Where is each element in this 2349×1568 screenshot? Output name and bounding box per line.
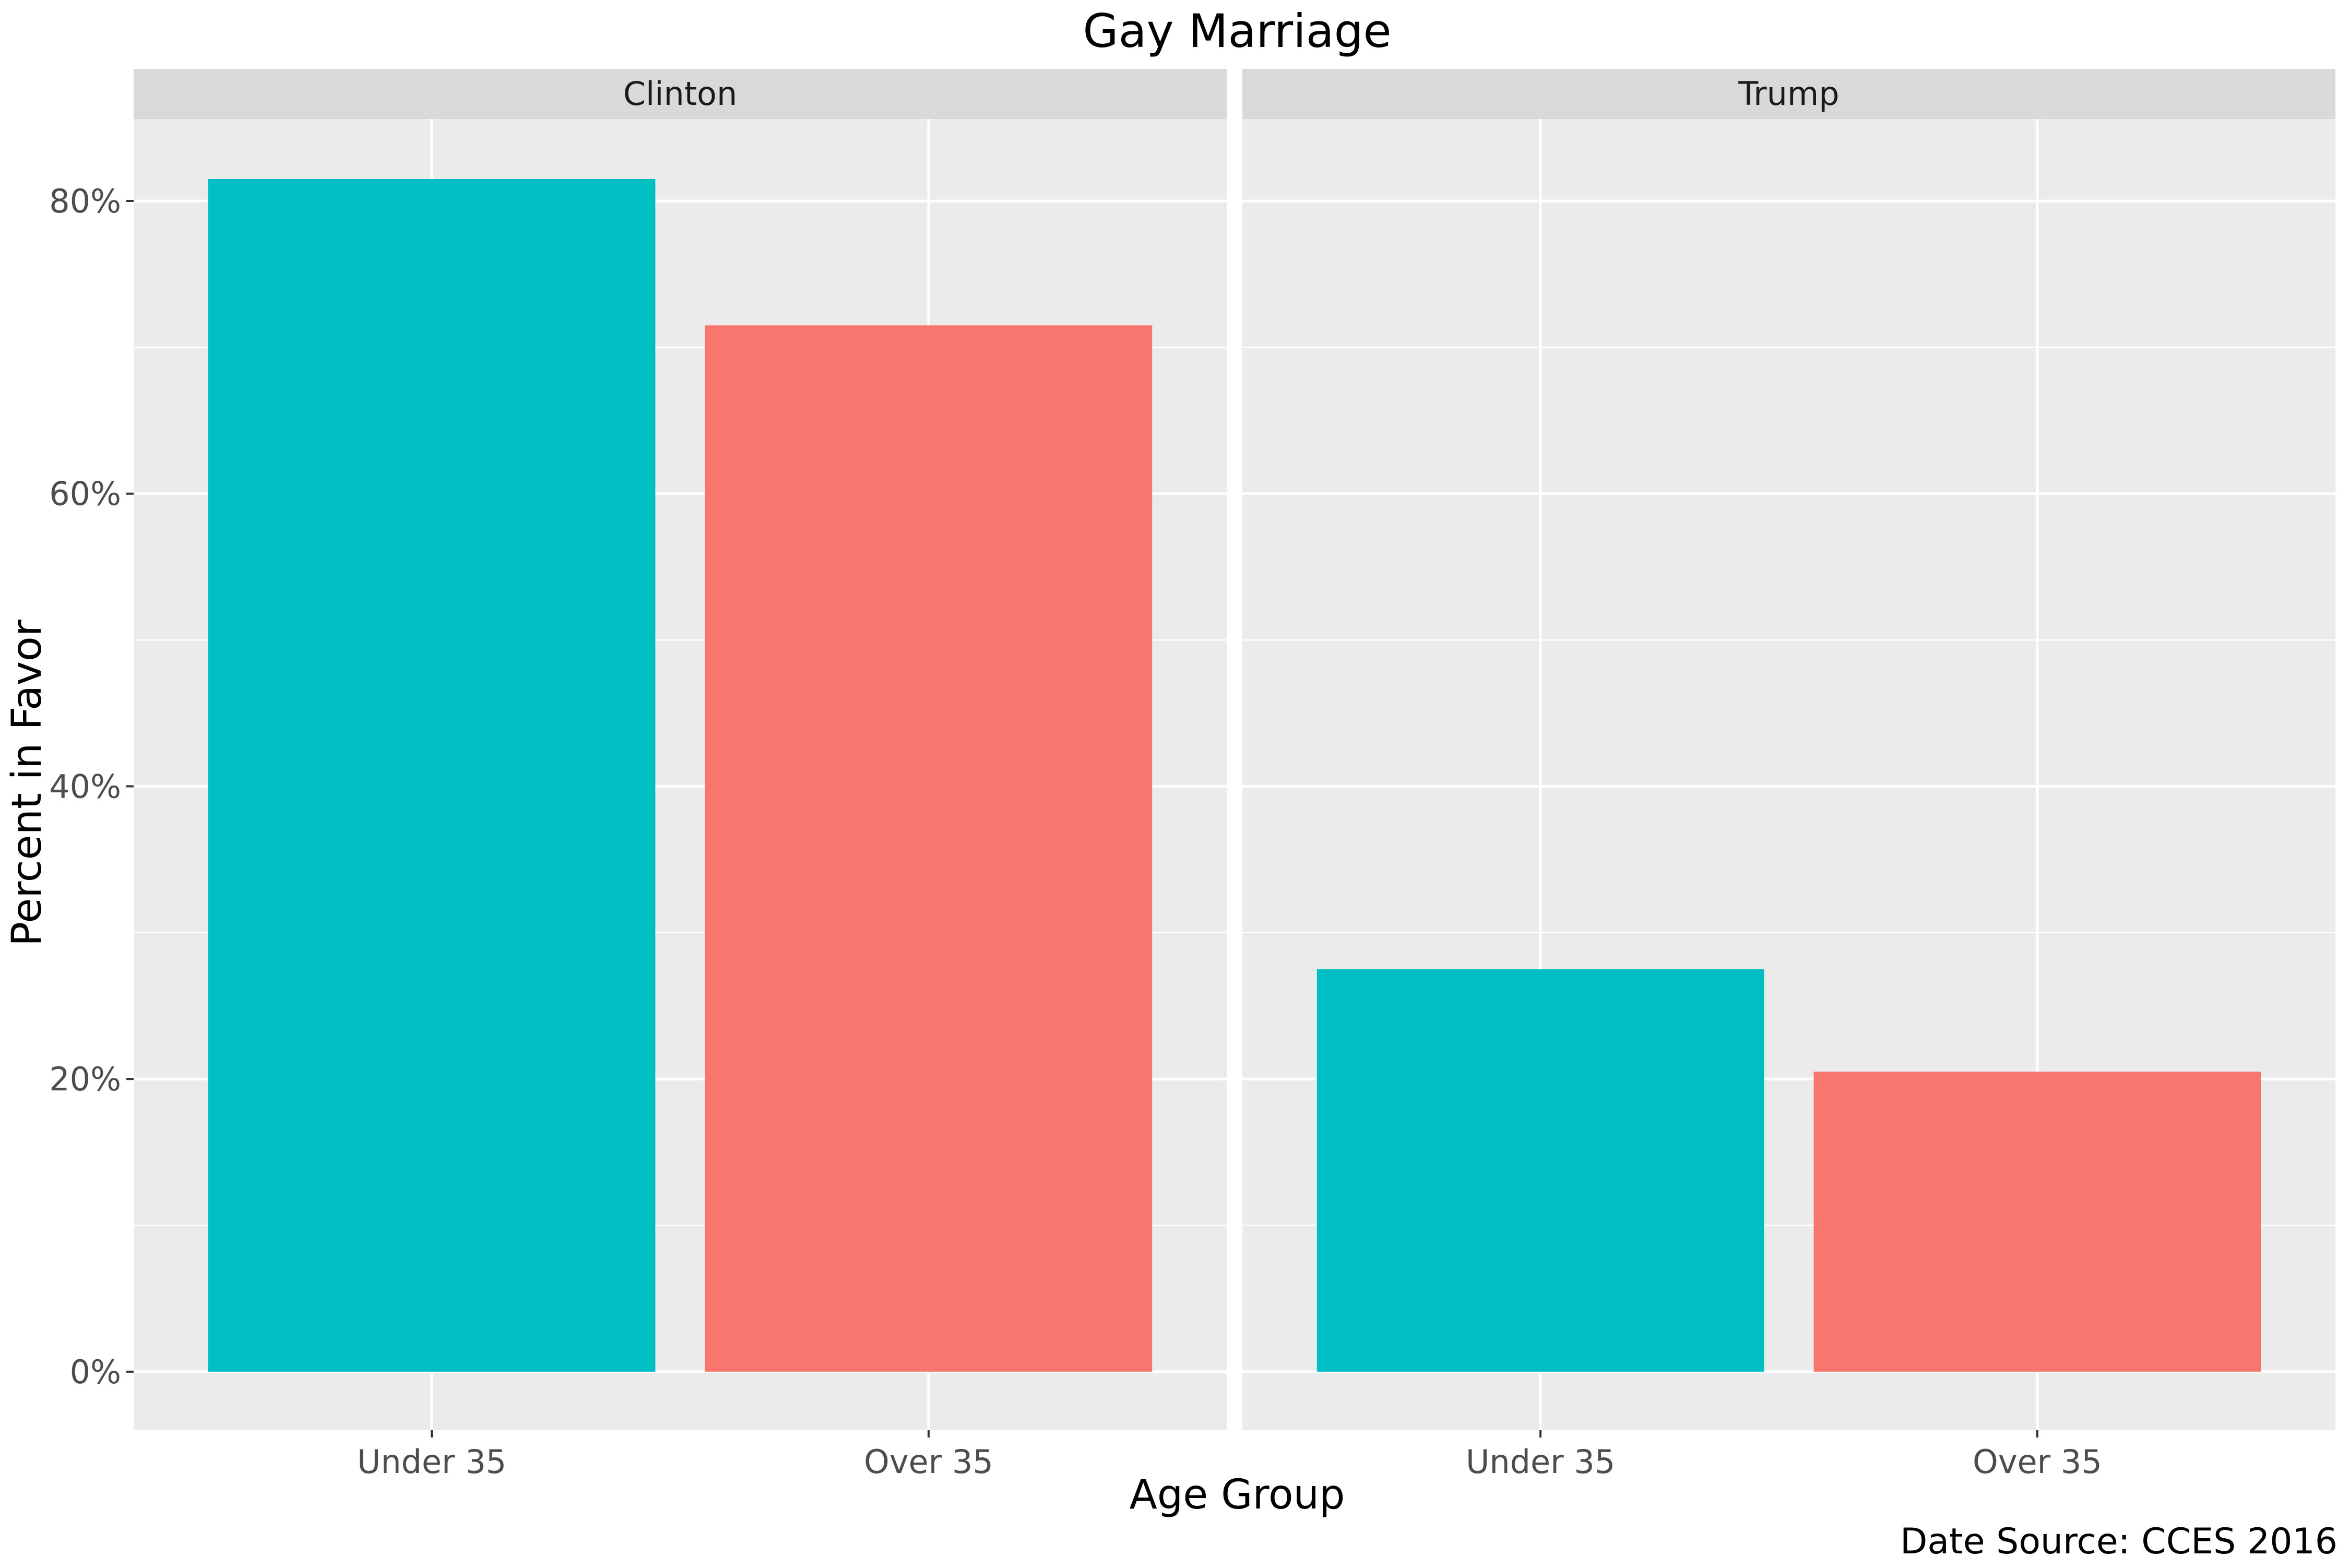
bar-clinton-over-35 xyxy=(705,325,1153,1372)
y-axis-title: Percent in Favor xyxy=(4,619,51,946)
facet-strip xyxy=(1242,69,2335,119)
y-tick-label: 40% xyxy=(49,767,121,805)
panel-trump: Trump Under 35 Over 35 xyxy=(1242,69,2335,1481)
chart-caption: Date Source: CCES 2016 xyxy=(1900,1521,2338,1562)
bar-trump-over-35 xyxy=(1813,1072,2261,1372)
y-axis: 0% 20% 40% 60% 80% xyxy=(49,182,134,1391)
chart-title: Gay Marriage xyxy=(1083,4,1391,58)
y-tick-label: 80% xyxy=(49,182,121,220)
x-tick-label: Over 35 xyxy=(864,1443,993,1481)
y-tick-label: 0% xyxy=(70,1353,121,1391)
facet-strip xyxy=(134,69,1227,119)
facet-strip-label: Clinton xyxy=(623,75,738,113)
y-tick-label: 20% xyxy=(49,1060,121,1098)
x-tick-label: Under 35 xyxy=(357,1443,506,1481)
bar-trump-under-35 xyxy=(1316,969,1764,1372)
facet-strip-label: Trump xyxy=(1738,75,1839,113)
x-axis-title: Age Group xyxy=(1129,1471,1345,1518)
x-tick-label: Over 35 xyxy=(1973,1443,2102,1481)
y-tick-label: 60% xyxy=(49,475,121,513)
bar-clinton-under-35 xyxy=(208,179,656,1372)
panel-clinton: Clinton Under 35 Over 35 xyxy=(134,69,1227,1481)
x-tick-label: Under 35 xyxy=(1466,1443,1615,1481)
panels-layer: Clinton Under 35 Over 35 Trump Under 35 Over … xyxy=(134,69,2335,1481)
